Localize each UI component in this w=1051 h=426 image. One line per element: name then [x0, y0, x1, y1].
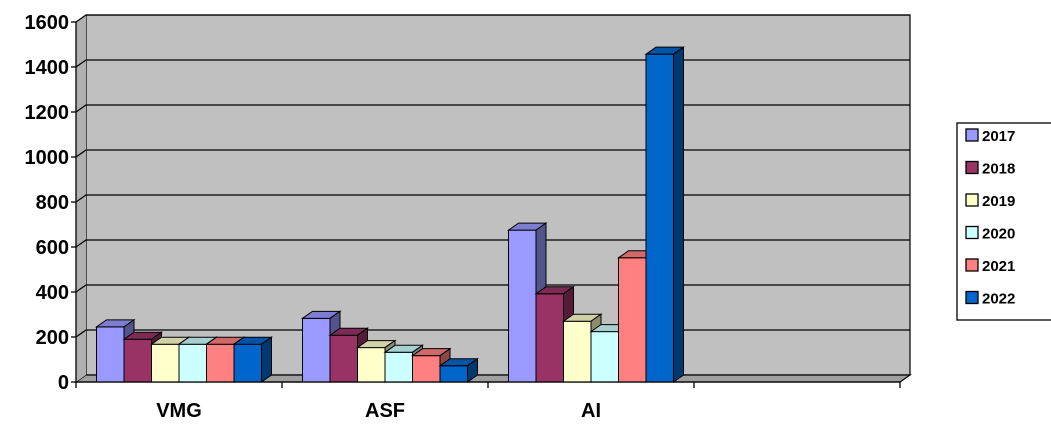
legend-label: 2022	[982, 291, 1015, 308]
legend-item: 2018	[965, 160, 1015, 178]
bar-front	[412, 355, 441, 383]
gridline	[75, 14, 910, 23]
x-category-label: ASF	[365, 400, 405, 422]
bar-front	[384, 351, 413, 383]
bar-front	[96, 326, 125, 383]
x-category-label: VMG	[156, 400, 202, 422]
x-category-label: AI	[581, 400, 601, 422]
legend-item: 2020	[965, 225, 1015, 243]
plot-wall	[74, 14, 912, 383]
legend-swatch	[965, 160, 979, 175]
bar-front	[563, 320, 592, 383]
gridline	[75, 194, 910, 203]
axes	[71, 21, 901, 388]
bar-side	[673, 46, 684, 383]
bar-front	[329, 334, 358, 383]
bar-front	[123, 338, 152, 383]
bar-side	[261, 336, 272, 383]
legend-label: 2019	[982, 193, 1015, 210]
bar-2022-AI	[644, 46, 686, 383]
y-tick-label: 400	[36, 282, 69, 304]
y-tick-label: 1600	[25, 12, 70, 34]
bar-side	[467, 357, 478, 383]
legend: 2017 2018 2019 2020 2021 2022	[956, 122, 1051, 321]
y-tick-label: 1400	[25, 57, 70, 79]
gridline	[75, 149, 910, 158]
legend-label: 2020	[982, 226, 1015, 243]
gridlines	[75, 14, 910, 338]
bars	[94, 46, 686, 383]
legend-box	[956, 122, 1051, 321]
bar-front	[178, 343, 207, 383]
bar-front	[233, 343, 262, 383]
bar-front	[151, 343, 180, 383]
y-tick-label: 1200	[25, 102, 70, 124]
bar-front	[206, 343, 235, 383]
y-tick-label: 0	[58, 372, 69, 394]
bar-front	[645, 53, 674, 383]
y-tick-label: 200	[36, 327, 69, 349]
legend-swatch	[965, 128, 979, 142]
legend-item: 2017	[965, 128, 1015, 145]
legend-swatch	[965, 290, 979, 305]
axis-labels: 0 200 400 600 800 1000 1200 1400 1600 VMG ASF AI	[25, 12, 602, 422]
gridline	[75, 104, 910, 113]
bar-2022-ASF	[438, 357, 480, 383]
gridline	[75, 239, 910, 248]
legend-swatch	[965, 225, 979, 240]
bar-front	[439, 365, 468, 383]
bar-front	[535, 293, 564, 383]
legend-label: 2018	[982, 161, 1015, 178]
legend-swatch	[965, 258, 979, 272]
bar-front	[618, 257, 647, 383]
bar-front	[302, 317, 331, 383]
gridline	[75, 59, 910, 68]
legend-item: 2021	[965, 258, 1015, 275]
bar-2022-VMG	[232, 336, 274, 383]
y-tick-label: 600	[36, 237, 69, 259]
bar-front	[590, 331, 619, 383]
bar-front	[357, 347, 386, 383]
legend-swatch	[965, 193, 979, 207]
y-tick-label: 1000	[25, 147, 70, 169]
legend-item: 2022	[965, 290, 1015, 308]
legend-label: 2021	[982, 258, 1015, 275]
bar-front	[508, 229, 537, 383]
legend-item: 2019	[965, 193, 1015, 210]
legend-label: 2017	[982, 128, 1015, 145]
y-tick-label: 800	[36, 192, 69, 214]
